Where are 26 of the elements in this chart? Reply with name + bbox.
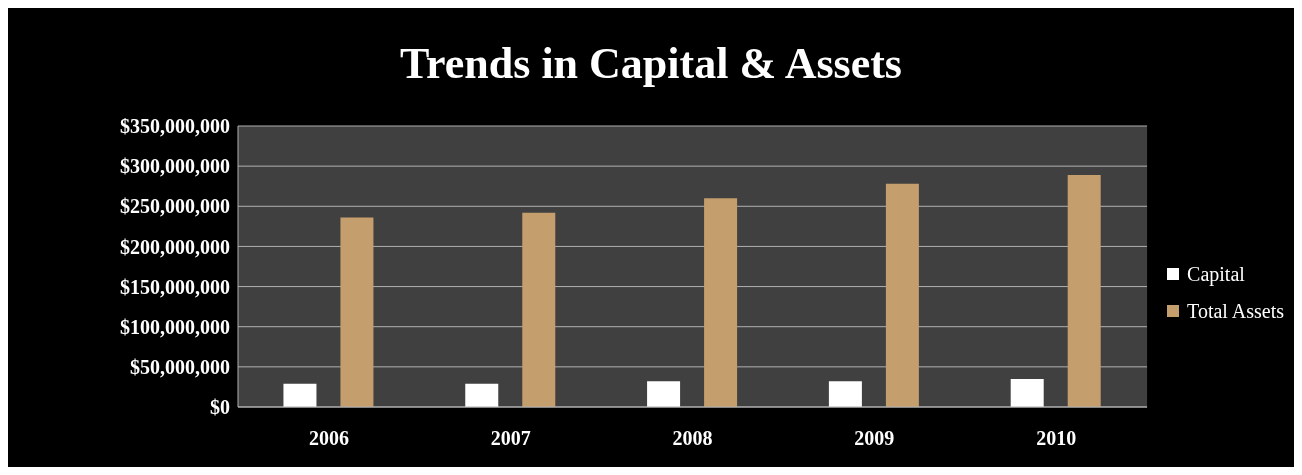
y-tick-label: $350,000,000 xyxy=(120,115,230,138)
legend-label: Capital xyxy=(1187,262,1245,286)
bar xyxy=(522,212,556,407)
y-tick-label: $50,000,000 xyxy=(130,355,230,378)
bar xyxy=(465,383,499,407)
bar xyxy=(828,381,862,407)
y-tick-label: $150,000,000 xyxy=(120,275,230,298)
bar xyxy=(704,198,738,407)
bar xyxy=(283,383,317,407)
x-tick-label: 2008 xyxy=(672,427,713,450)
bar xyxy=(1067,174,1101,407)
bar xyxy=(647,381,681,407)
x-tick-label: 2006 xyxy=(308,427,349,450)
y-tick-label: $300,000,000 xyxy=(120,155,230,178)
y-tick-label: $250,000,000 xyxy=(120,195,230,218)
y-tick-label: $200,000,000 xyxy=(120,235,230,258)
chart-title: Trends in Capital & Assets xyxy=(399,38,902,88)
bar xyxy=(340,217,374,407)
bar xyxy=(1010,378,1044,407)
x-tick-label: 2010 xyxy=(1036,427,1077,450)
legend-label: Total Assets xyxy=(1187,299,1284,323)
x-tick-label: 2009 xyxy=(854,427,895,450)
bar xyxy=(885,183,919,407)
y-tick-label: $0 xyxy=(210,396,230,419)
x-tick-label: 2007 xyxy=(490,427,531,450)
y-tick-label: $100,000,000 xyxy=(120,315,230,338)
